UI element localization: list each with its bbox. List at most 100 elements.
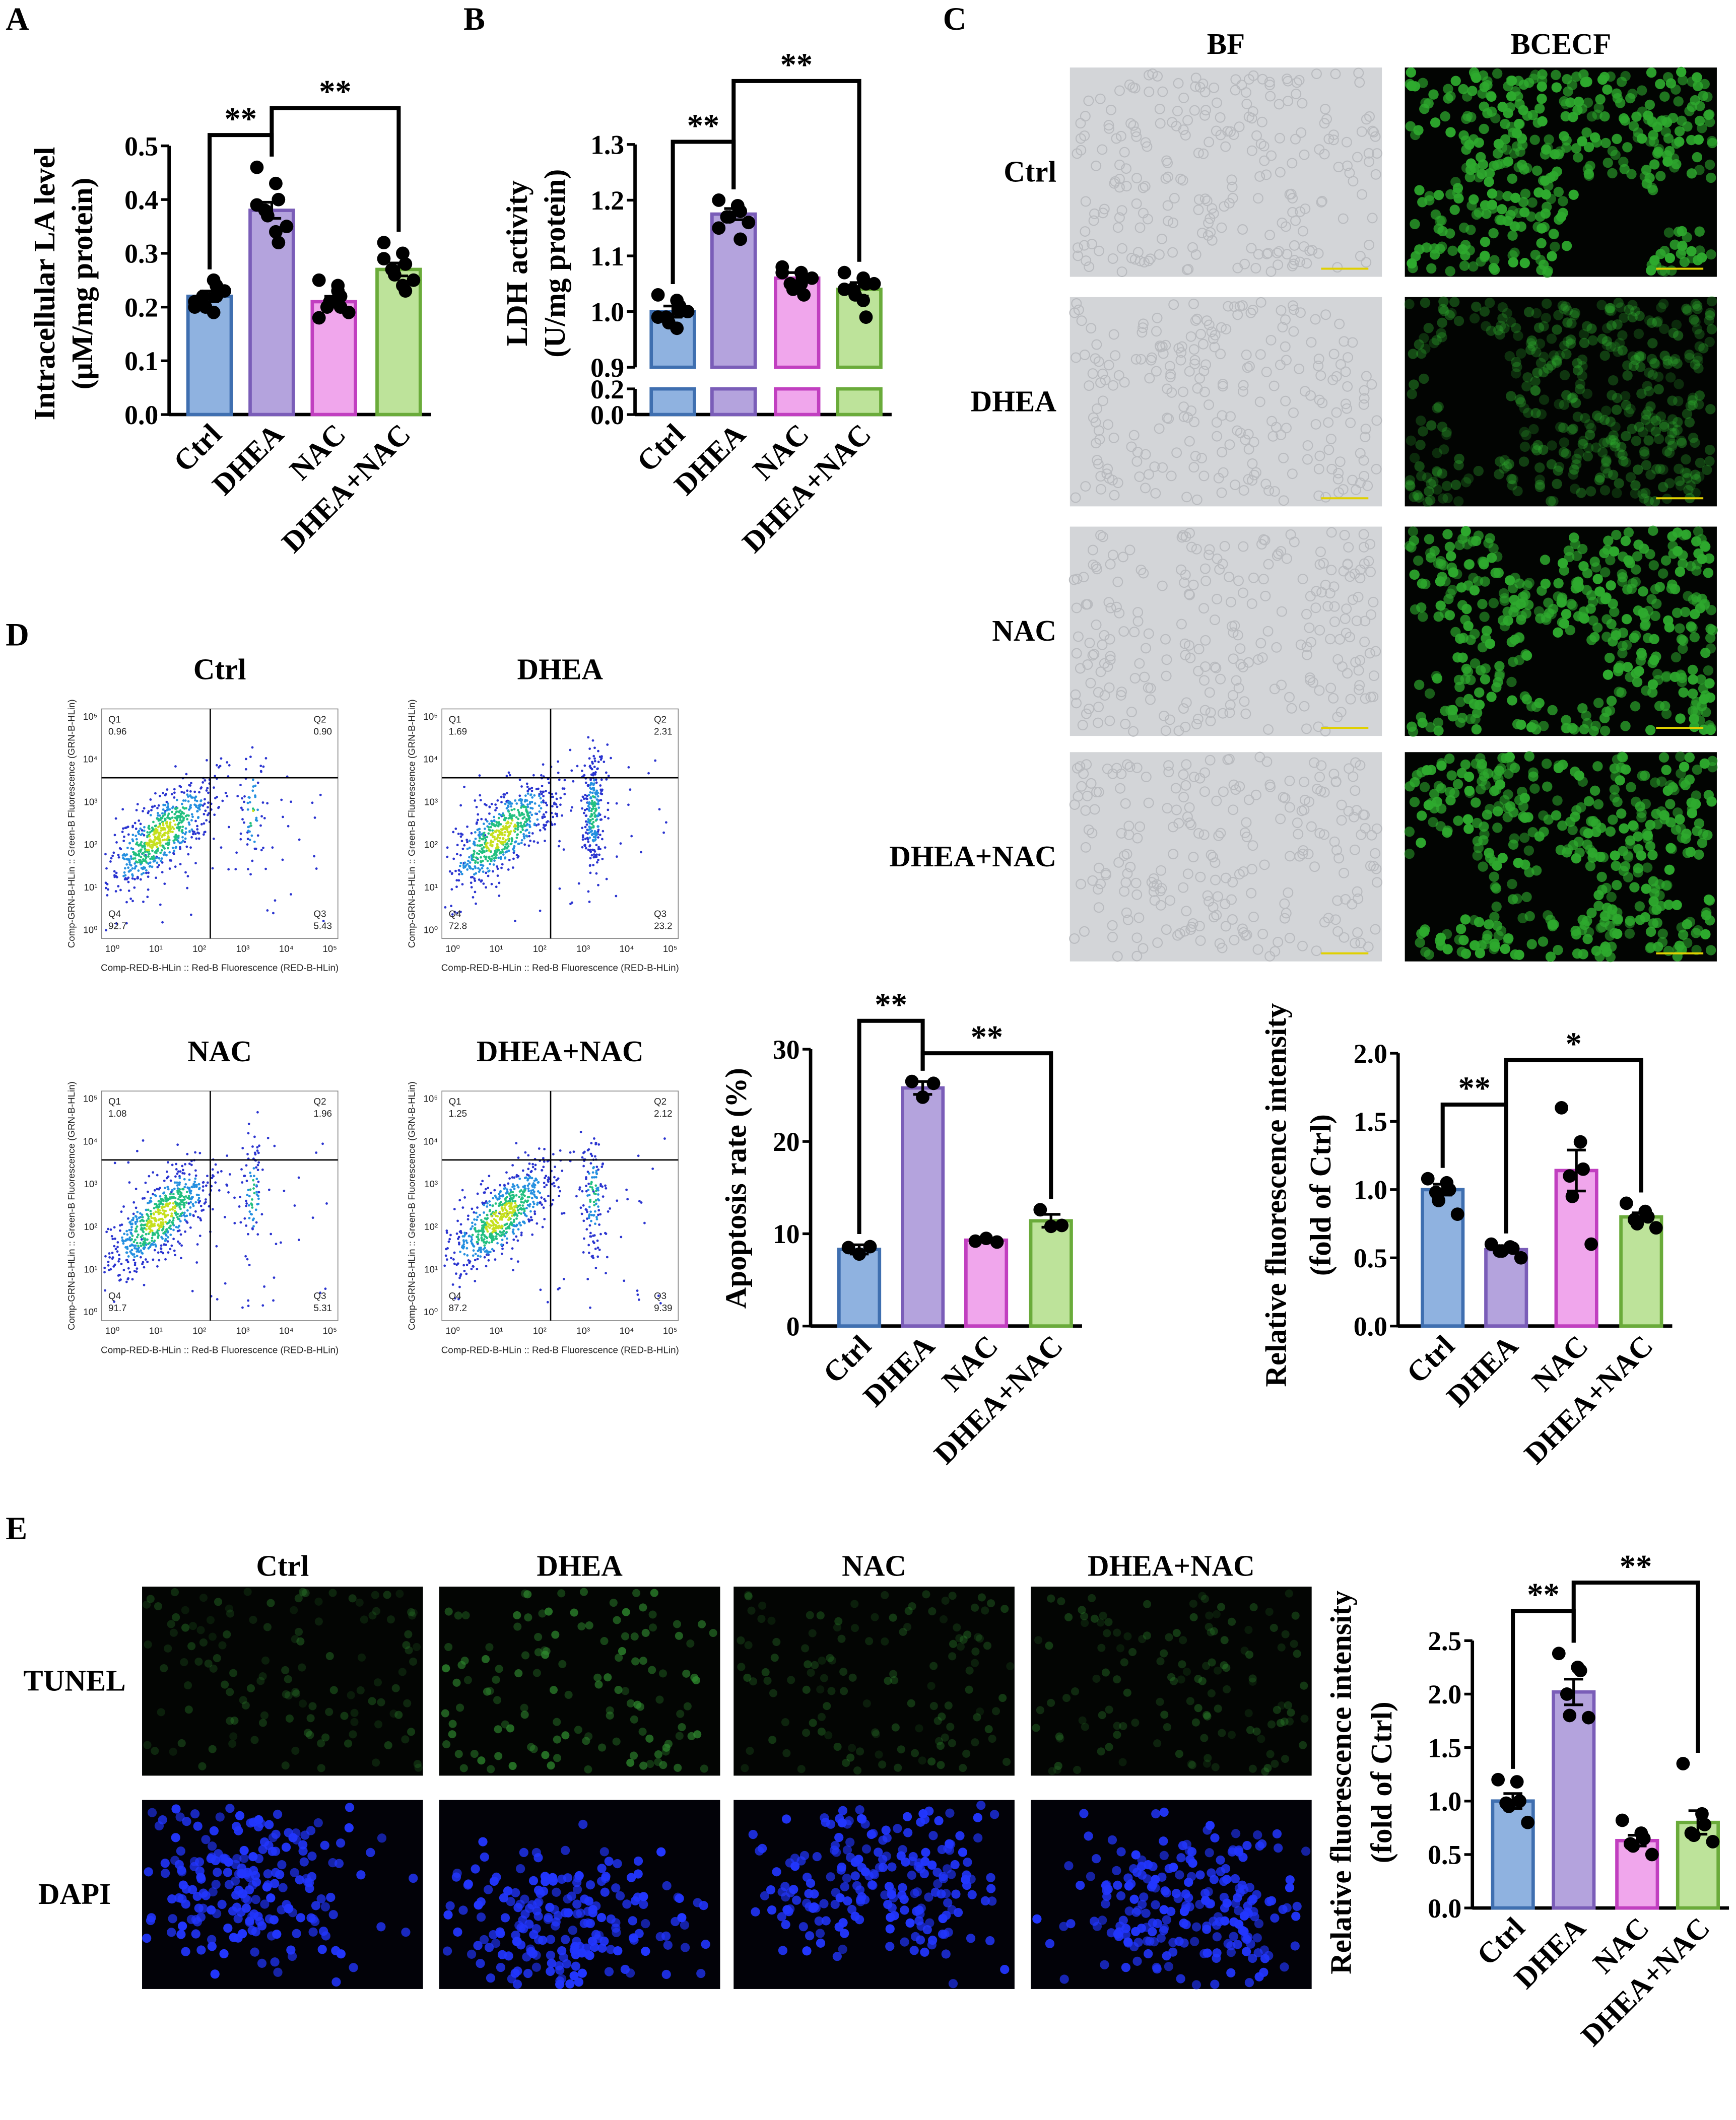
event <box>159 851 162 854</box>
cell <box>1642 862 1653 873</box>
cell <box>1633 867 1643 878</box>
cell <box>1139 257 1150 268</box>
cell <box>1650 584 1661 595</box>
nucleus <box>948 1979 958 1989</box>
cell <box>1247 106 1258 117</box>
cell <box>1608 636 1618 647</box>
panel-label: C <box>943 1 966 37</box>
event <box>131 840 135 843</box>
event <box>498 895 501 897</box>
cell <box>1238 380 1249 391</box>
cell <box>1618 628 1629 638</box>
cell <box>213 1654 221 1663</box>
cell <box>1572 105 1583 115</box>
event <box>151 855 154 858</box>
event <box>260 815 263 818</box>
cell <box>1275 167 1286 178</box>
cell <box>1632 551 1643 562</box>
nucleus <box>900 1905 909 1915</box>
cell <box>1285 1589 1293 1598</box>
nucleus <box>310 1917 320 1927</box>
nucleus <box>233 1914 243 1924</box>
cell <box>329 1686 338 1694</box>
cell <box>1455 924 1466 934</box>
cell <box>1530 443 1541 454</box>
event <box>190 796 193 799</box>
cell <box>1207 1628 1215 1636</box>
cell <box>1693 81 1703 92</box>
nucleus <box>854 1855 863 1864</box>
cell <box>1108 432 1119 443</box>
cell <box>1484 848 1494 858</box>
event <box>180 802 183 805</box>
cell <box>1200 1734 1209 1742</box>
cell <box>180 1658 188 1667</box>
cell <box>769 1689 778 1697</box>
cell <box>1295 307 1306 318</box>
event <box>319 793 322 796</box>
cell <box>889 1613 897 1622</box>
cell <box>1228 1617 1236 1626</box>
event <box>248 796 251 799</box>
event <box>149 861 152 864</box>
cell <box>1269 486 1280 497</box>
cell <box>1605 826 1616 837</box>
event <box>159 844 162 847</box>
cell <box>1460 914 1471 925</box>
cell <box>1626 782 1636 793</box>
cell <box>1298 241 1309 252</box>
cell <box>1663 945 1674 956</box>
event <box>259 824 262 827</box>
event <box>110 857 113 860</box>
event <box>133 886 136 889</box>
cell <box>1138 208 1149 219</box>
event <box>249 822 252 825</box>
cell <box>1293 1650 1301 1658</box>
cell <box>1193 194 1205 205</box>
cell <box>983 1642 992 1650</box>
nucleus <box>533 1885 544 1895</box>
event <box>163 832 166 835</box>
cell <box>1212 97 1222 108</box>
cell <box>1664 864 1675 875</box>
cell <box>1606 696 1617 706</box>
cell <box>1273 259 1284 270</box>
cell <box>1702 91 1713 102</box>
cell <box>1524 578 1534 588</box>
cell <box>1695 715 1705 726</box>
cell <box>1659 91 1670 102</box>
event <box>154 832 157 835</box>
cell <box>1289 304 1299 315</box>
event <box>135 865 138 868</box>
cell <box>1630 630 1641 641</box>
cell <box>908 1602 916 1611</box>
cell <box>1180 130 1191 141</box>
nucleus <box>1084 1831 1093 1841</box>
cell <box>1422 472 1433 483</box>
cell <box>897 1745 905 1754</box>
cell <box>521 1651 530 1660</box>
cell <box>818 1656 826 1665</box>
column-label: NAC <box>842 1549 906 1583</box>
cell <box>987 1599 995 1608</box>
cell <box>965 1666 974 1675</box>
cell <box>1328 349 1340 360</box>
event <box>227 868 230 871</box>
nucleus <box>856 1814 866 1823</box>
cell <box>606 1711 614 1720</box>
nucleus <box>1249 1907 1258 1917</box>
nucleus <box>273 1967 283 1977</box>
cell <box>355 1598 364 1607</box>
cell <box>1446 770 1457 781</box>
nucleus <box>190 1809 200 1819</box>
cell <box>487 1765 495 1773</box>
event <box>570 809 572 812</box>
event <box>194 862 197 865</box>
cell <box>1198 470 1210 482</box>
cell <box>1689 632 1700 643</box>
cell <box>1416 348 1427 359</box>
nucleus <box>541 1877 550 1886</box>
cell <box>1421 765 1432 776</box>
event <box>143 854 146 857</box>
nucleus <box>874 1848 883 1857</box>
